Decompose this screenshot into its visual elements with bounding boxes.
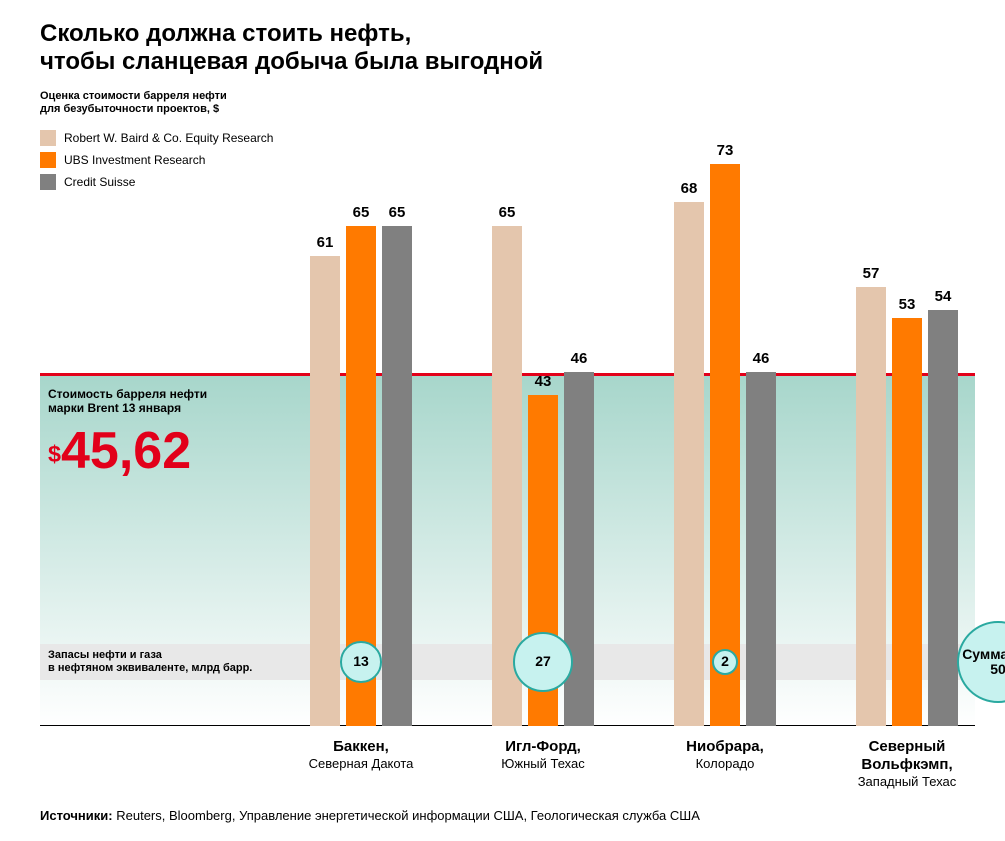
bar-value-label: 68 [674, 180, 704, 197]
title-line2: чтобы сланцевая добыча была выгодной [40, 48, 543, 76]
bar-value-label: 53 [892, 296, 922, 313]
subtitle-line1: Оценка стоимости барреля нефти [40, 90, 227, 103]
brent-label: Стоимость барреля нефти марки Brent 13 я… [48, 387, 207, 416]
bar: 73 [710, 164, 740, 726]
xaxis-label-main: Баккен, [280, 738, 442, 756]
sources-text: Reuters, Bloomberg, Управление энергетич… [116, 808, 700, 823]
reserves-bubble: 27 [513, 632, 573, 692]
xaxis-label: Игл-Форд,Южный Техас [462, 738, 624, 772]
reserves-label: Запасы нефти и газа в нефтяном эквивален… [48, 649, 252, 677]
xaxis-label-sub: Южный Техас [462, 756, 624, 772]
xaxis-label-main: Ниобрара, [644, 738, 806, 756]
sources-prefix: Источники: [40, 808, 113, 823]
xaxis-label-sub: Западный Техас [826, 774, 988, 790]
xaxis-label: Северный Вольфкэмп,Западный Техас [826, 738, 988, 790]
bar: 46 [746, 372, 776, 726]
bar-value-label: 65 [382, 204, 412, 221]
bar-value-label: 54 [928, 288, 958, 305]
title-line1: Сколько должна стоить нефть, [40, 20, 543, 48]
xaxis-label: Баккен,Северная Дакота [280, 738, 442, 772]
xaxis-label-main: Северный Вольфкэмп, [826, 738, 988, 774]
bar-group: 575354 [856, 110, 958, 726]
bar-value-label: 65 [492, 204, 522, 221]
xaxis-label: Ниобрара,Колорадо [644, 738, 806, 772]
xaxis-label-sub: Колорадо [644, 756, 806, 772]
bar-value-label: 73 [710, 142, 740, 159]
chart-area: Стоимость барреля нефти марки Brent 13 я… [40, 110, 975, 726]
reserves-bubble: 2 [712, 649, 738, 675]
brent-label-line1: Стоимость барреля нефти [48, 387, 207, 401]
bar: 54 [928, 310, 958, 726]
bar-value-label: 61 [310, 234, 340, 251]
bar-value-label: 46 [564, 350, 594, 367]
brent-currency: $ [48, 441, 61, 467]
brent-price: $45,62 [48, 425, 191, 477]
bar-value-label: 57 [856, 265, 886, 282]
brent-label-line2: марки Brent 13 января [48, 401, 207, 415]
reserves-bubble: 13 [340, 641, 382, 683]
brent-price-value: 45,62 [61, 422, 191, 480]
reserves-label-line1: Запасы нефти и газа [48, 649, 252, 663]
reserves-label-line2: в нефтяном эквиваленте, млрд барр. [48, 662, 252, 676]
sources: Источники: Reuters, Bloomberg, Управлени… [40, 808, 700, 823]
xaxis-label-main: Игл-Форд, [462, 738, 624, 756]
bar-value-label: 43 [528, 373, 558, 390]
bar-value-label: 65 [346, 204, 376, 221]
bar-group: 687346 [674, 110, 776, 726]
bar: 53 [892, 318, 922, 726]
bar-group: 616565 [310, 110, 412, 726]
bar: 57 [856, 287, 886, 726]
bar: 61 [310, 256, 340, 726]
chart-title: Сколько должна стоить нефть, чтобы сланц… [40, 20, 543, 75]
bar: 65 [382, 226, 412, 727]
xaxis-label-sub: Северная Дакота [280, 756, 442, 772]
bar-value-label: 46 [746, 350, 776, 367]
bar: 68 [674, 202, 704, 726]
